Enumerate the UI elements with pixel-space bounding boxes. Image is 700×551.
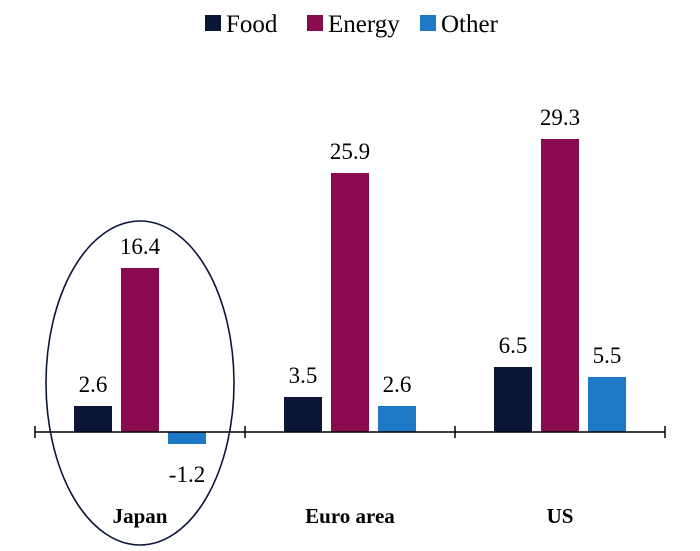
bar-us-energy <box>541 139 579 432</box>
bar-euro-area-food <box>284 397 322 432</box>
bar-euro-area-other <box>378 406 416 432</box>
bar-japan-other <box>168 432 206 444</box>
value-label-us-food: 6.5 <box>499 333 528 358</box>
value-label-japan-energy: 16.4 <box>120 234 161 259</box>
value-labels: 2.6 16.4 -1.2 3.5 25.9 2.6 6.5 29.3 5.5 <box>79 105 622 487</box>
value-label-japan-food: 2.6 <box>79 372 108 397</box>
category-labels: Japan Euro area US <box>113 504 574 528</box>
bar-japan-energy <box>121 268 159 432</box>
value-label-us-other: 5.5 <box>593 343 622 368</box>
legend-swatch-energy <box>307 15 323 31</box>
value-label-us-energy: 29.3 <box>540 105 580 130</box>
highlight-ellipse-japan <box>45 220 235 546</box>
highlight-ellipse-layer <box>45 220 235 546</box>
bar-euro-area-energy <box>331 173 369 432</box>
category-label-euro-area: Euro area <box>305 504 395 528</box>
value-label-japan-other: -1.2 <box>169 462 205 487</box>
bars <box>74 139 626 444</box>
legend: Food Energy Other <box>205 11 499 38</box>
legend-swatch-other <box>420 15 436 31</box>
legend-label-food: Food <box>226 11 278 38</box>
legend-label-energy: Energy <box>328 11 400 38</box>
value-label-euro-area-food: 3.5 <box>289 363 318 388</box>
value-label-euro-area-energy: 25.9 <box>330 139 370 164</box>
category-label-japan: Japan <box>113 504 168 528</box>
category-label-us: US <box>547 504 574 528</box>
value-label-euro-area-other: 2.6 <box>383 372 412 397</box>
legend-swatch-food <box>205 15 221 31</box>
legend-label-other: Other <box>441 11 499 38</box>
x-axis <box>34 426 666 438</box>
bar-us-other <box>588 377 626 432</box>
bar-japan-food <box>74 406 112 432</box>
bar-us-food <box>494 367 532 432</box>
